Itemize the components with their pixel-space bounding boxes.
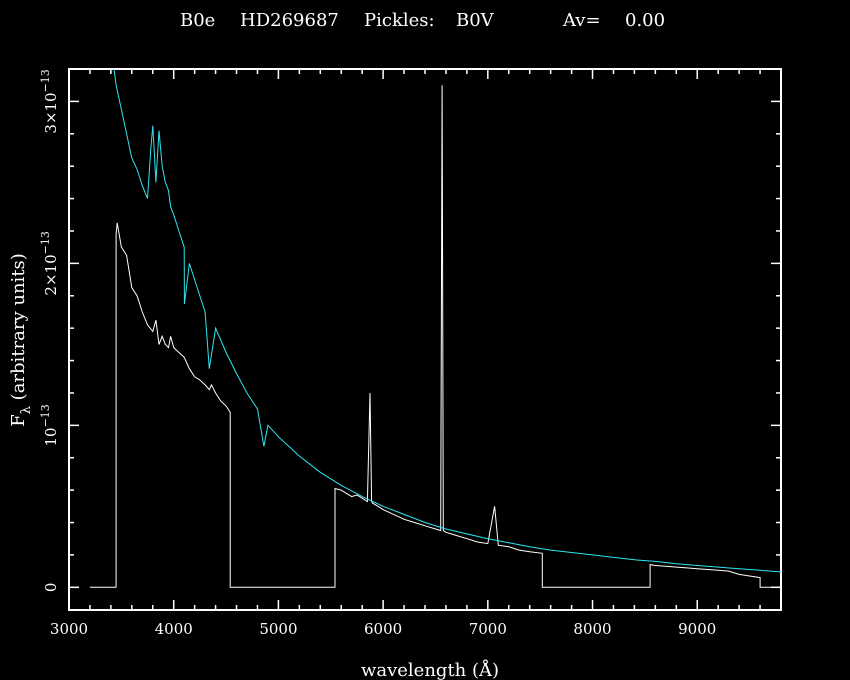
y-tick-label: 0 — [42, 583, 60, 593]
y-tick-label: 2×10−13 — [39, 231, 60, 295]
title-av-label: Av= — [563, 10, 601, 31]
title-av-value: 0.00 — [625, 10, 666, 31]
x-tick-label: 8000 — [573, 620, 611, 638]
y-axis-label-suffix: (arbitrary units) — [8, 253, 29, 406]
template-spectrum-line — [113, 69, 781, 573]
x-axis-label: wavelength (Å) — [361, 659, 499, 680]
plot-frame — [68, 68, 782, 611]
y-axis-label: Fλ (arbitrary units) — [8, 253, 34, 427]
y-axis-label-subscript: λ — [19, 406, 34, 414]
x-tick-label: 3000 — [50, 620, 88, 638]
y-tick-label: 3×10−13 — [39, 69, 60, 133]
y-tick-label: 10−13 — [39, 404, 60, 446]
observed-spectrum-line — [89, 85, 781, 588]
title-pickles-label: Pickles: — [364, 10, 435, 31]
title-spectral-type: B0e — [180, 10, 216, 31]
x-tick-label: 7000 — [469, 620, 507, 638]
title-star-name: HD269687 — [240, 10, 339, 31]
x-tick-label: 4000 — [155, 620, 193, 638]
y-axis-label-main: F — [8, 414, 29, 427]
x-tick-label: 6000 — [364, 620, 402, 638]
title-pickles-type: B0V — [456, 10, 494, 31]
x-tick-label: 5000 — [259, 620, 297, 638]
x-tick-label: 9000 — [678, 620, 716, 638]
